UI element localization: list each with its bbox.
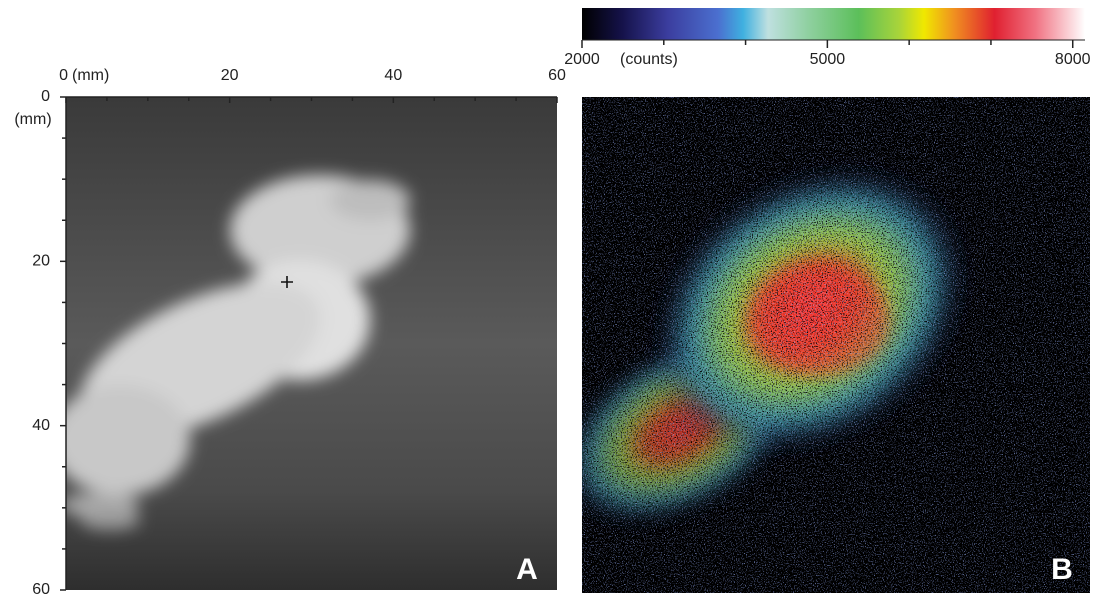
colorbar-tick-label: 8000 [1055, 51, 1091, 68]
x-tick-label: 60 [548, 67, 566, 84]
colorbar-tick-label: 2000 [564, 51, 600, 68]
x-tick-label: 40 [384, 67, 402, 84]
y-tick-label: 40 [32, 417, 50, 434]
x-axis-unit: (mm) [72, 67, 109, 84]
speckle-overlay [582, 97, 1090, 593]
colorbar-unit: (counts) [620, 51, 678, 68]
colorbar-tick-label: 5000 [810, 51, 846, 68]
colorbar [582, 8, 1085, 40]
panel-b [527, 97, 1090, 593]
y-tick-label: 60 [32, 581, 50, 598]
figure: A B (mm) (mm) (counts) 02040600204060200… [0, 0, 1103, 599]
x-tick-label: 0 [59, 67, 68, 84]
panel-a [50, 97, 557, 590]
panel-letter: A [516, 553, 538, 586]
y-axis-unit: (mm) [14, 111, 51, 128]
y-tick-label: 0 [41, 88, 50, 105]
panel-letter: B [1051, 553, 1073, 586]
x-tick-label: 20 [221, 67, 239, 84]
y-tick-label: 20 [32, 253, 50, 270]
page: { "panel_a": { "letter": "A", "x_axis": … [0, 0, 1103, 599]
